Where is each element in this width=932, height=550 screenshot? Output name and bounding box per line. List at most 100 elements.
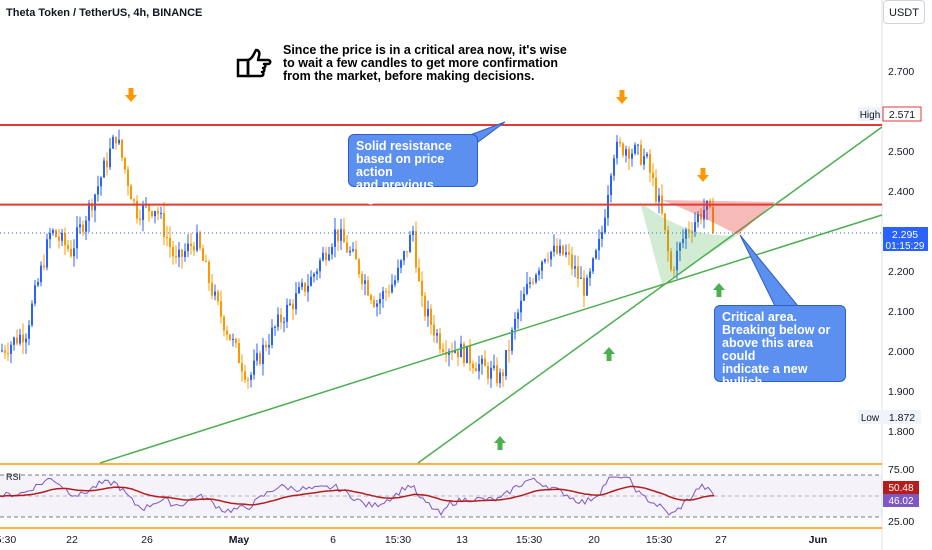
rsi-axis-tick-25: 25.00 (888, 516, 914, 528)
candle-body (556, 245, 558, 254)
candle-body (646, 154, 648, 157)
candle-body (160, 212, 162, 214)
candle-body (397, 267, 399, 281)
arrow-down-icon (697, 168, 709, 182)
candle-body (553, 245, 555, 252)
candle-body (115, 136, 117, 144)
candle-body (361, 274, 363, 284)
candle-body (271, 327, 273, 346)
candle-body (226, 330, 228, 335)
candles-group (1, 129, 714, 389)
candle-body (82, 224, 84, 232)
candle-body (181, 249, 183, 257)
candle-body (529, 282, 531, 284)
candle-body (364, 280, 366, 284)
critical-area-red (662, 200, 775, 235)
candle-body (205, 260, 207, 262)
candle-body (100, 177, 102, 187)
candle-body (175, 256, 177, 258)
candle-body (607, 194, 609, 218)
x-tick-label: Jun (809, 534, 828, 546)
x-tick-label: 5:30 (0, 534, 16, 546)
candle-body (304, 282, 306, 292)
callout-pointer (739, 234, 800, 307)
rsi-value-label-1: 50.48 (883, 481, 919, 494)
currency-button[interactable]: USDT (883, 0, 925, 24)
candle-body (73, 248, 75, 257)
price-axis[interactable] (882, 0, 932, 550)
candle-body (37, 282, 39, 286)
candle-body (631, 153, 633, 159)
candle-body (250, 374, 252, 380)
candle-body (79, 224, 81, 228)
chart-title: Theta Token / TetherUS, 4h, BINANCE (6, 7, 203, 19)
candle-body (550, 251, 552, 260)
candle-body (403, 251, 405, 261)
candle-body (319, 260, 321, 272)
candle-body (565, 252, 567, 255)
candle-body (307, 285, 309, 292)
candle-body (517, 312, 519, 319)
candle-body (343, 229, 345, 243)
candle-body (502, 372, 504, 377)
arrow-up-icon (603, 347, 615, 361)
svg-text:50.48: 50.48 (888, 483, 913, 494)
candle-body (328, 254, 330, 261)
high-value: 2.571 (889, 109, 915, 121)
candle-body (439, 333, 441, 350)
candle-body (352, 249, 354, 251)
candle-body (7, 352, 9, 354)
candle-body (40, 265, 42, 283)
candle-body (211, 282, 213, 296)
candle-body (598, 239, 600, 251)
candle-body (1, 350, 3, 352)
candle-body (34, 285, 36, 304)
candle-body (520, 300, 522, 313)
trend-line-steep[interactable] (417, 126, 883, 464)
svg-text:46.02: 46.02 (888, 496, 913, 507)
candle-body (370, 295, 372, 301)
candle-body (301, 282, 303, 288)
x-tick-label: 20 (588, 534, 600, 546)
high-tag: High (858, 107, 882, 121)
candle-body (325, 252, 327, 261)
candle-body (478, 364, 480, 372)
candle-body (118, 139, 120, 144)
candle-body (157, 211, 159, 214)
rsi-line (0, 476, 715, 516)
low-price-label: 1.872 (883, 410, 921, 424)
candle-body (130, 185, 132, 200)
candle-body (664, 213, 666, 230)
candle-body (259, 353, 261, 364)
candle-body (22, 334, 24, 343)
candle-body (454, 350, 456, 353)
candle-body (481, 358, 483, 365)
candle-body (385, 291, 387, 293)
candle-body (184, 251, 186, 257)
pointing-hand-icon (236, 48, 272, 78)
candle-body (241, 362, 243, 372)
candle-body (442, 349, 444, 352)
candle-body (313, 273, 315, 277)
low-tag: Low (858, 410, 882, 424)
candle-body (394, 280, 396, 285)
candle-body (61, 232, 63, 241)
candle-body (25, 338, 27, 343)
candle-body (511, 329, 513, 351)
candle-body (67, 245, 69, 249)
candle-body (142, 204, 144, 221)
candle-body (601, 232, 603, 240)
candle-body (289, 303, 291, 305)
x-axis-ticks: 5:30 22 26 May 6 15:30 13 15:30 20 15:30 27 Jun (0, 534, 827, 546)
candle-body (136, 200, 138, 219)
y-tick-label: 2.100 (888, 306, 914, 318)
y-tick-label: 2.500 (888, 146, 914, 158)
candle-body (523, 293, 525, 301)
candle-body (595, 250, 597, 259)
candle-body (514, 318, 516, 330)
candle-body (505, 350, 507, 377)
candle-body (247, 379, 249, 381)
candle-body (571, 254, 573, 269)
candle-body (58, 236, 60, 241)
